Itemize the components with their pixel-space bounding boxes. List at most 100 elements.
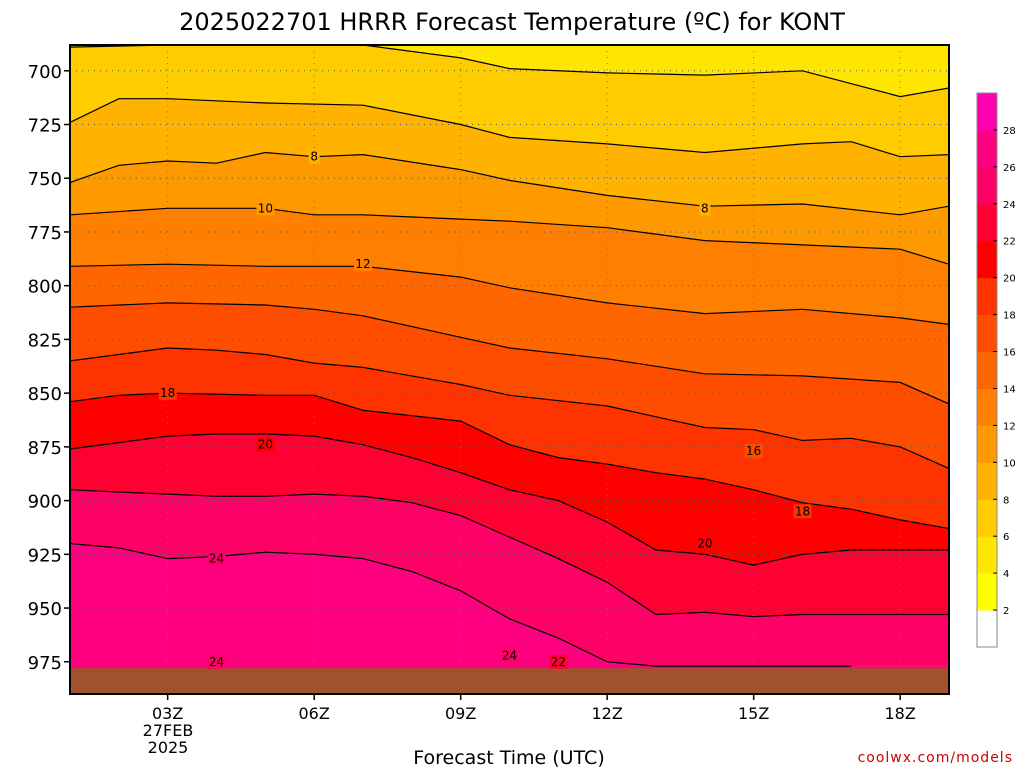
contour-label: 18 (160, 386, 175, 400)
y-tick-label: 700 (28, 62, 62, 83)
y-tick-label: 875 (28, 438, 62, 459)
contour-label-bg (354, 257, 372, 272)
contour-label: 20 (697, 537, 712, 551)
colorbar-swatch (977, 536, 997, 574)
isotherm-20C (70, 392, 949, 530)
isotherm-12C (70, 207, 949, 265)
colorbar-tick-label: 22 (1003, 237, 1016, 248)
contour-label-bg (256, 201, 275, 216)
y-tick-label: 950 (28, 599, 62, 620)
colorbar-swatch (977, 166, 997, 205)
ground-surface (70, 668, 949, 694)
isotherm-14C (70, 263, 949, 325)
contour-label: 8 (701, 201, 709, 215)
x-tick-label: 18Z (885, 704, 916, 723)
band-8-10C (70, 98, 949, 215)
contour-label: 20 (258, 438, 273, 452)
isotherm-lines (70, 45, 949, 667)
colorbar-swatch (977, 240, 997, 279)
contour-label: 16 (746, 444, 761, 458)
colorbar-swatch (977, 610, 997, 648)
contour-label-bg (308, 149, 320, 164)
colorbar-swatch (977, 351, 997, 389)
contour-label-bg (549, 654, 568, 669)
contour-label-bg (207, 551, 226, 566)
colorbar-swatch (977, 499, 997, 537)
y-tick-label: 850 (28, 384, 62, 405)
contour-label: 22 (551, 655, 566, 669)
temperature-bands (70, 45, 949, 694)
y-axis: 700 725 750 775 800 825 850 875 900 925 950 975 (28, 62, 70, 674)
contour-label: 12 (355, 257, 370, 271)
contour-labels: 8 8 10 12 18 20 16 18 20 24 24 24 22 (158, 149, 812, 669)
colorbar-tick-label: 14 (1003, 384, 1016, 395)
isotherm-22C (70, 433, 949, 566)
plot-area: 8 8 10 12 18 20 16 18 20 24 24 24 22 (70, 45, 949, 694)
colorbar-tick-label: 16 (1003, 348, 1016, 359)
colorbar-swatch (977, 314, 997, 353)
y-tick-label: 925 (28, 545, 62, 566)
x-tick-label: 06Z (299, 704, 330, 723)
colorbar-tick-label: 4 (1003, 569, 1009, 580)
y-tick-label: 825 (28, 330, 62, 351)
colorbar-tick-label: 26 (1003, 163, 1016, 174)
colorbar-swatch (977, 425, 997, 463)
colorbar-swatch (977, 277, 997, 316)
band-18-20C (70, 348, 949, 529)
colorbar-tick-label: 24 (1003, 200, 1016, 211)
x-date-label-line2: 2025 (148, 738, 189, 757)
colorbar-tick-label: 8 (1003, 495, 1009, 506)
x-tick-label: 12Z (592, 704, 623, 723)
contour-label-bg (256, 437, 275, 452)
x-tick-label: 09Z (445, 704, 476, 723)
y-tick-label: 725 (28, 116, 62, 137)
contour-label-bg (500, 648, 519, 663)
isotherm-10C (70, 151, 949, 216)
y-tick-label: 775 (28, 223, 62, 244)
y-tick-label: 975 (28, 653, 62, 674)
isotherm-6C (70, 45, 949, 98)
colorbar-tick-label: 28 (1003, 126, 1016, 137)
colorbar-swatch (977, 388, 997, 426)
x-tick-label: 15Z (738, 704, 769, 723)
x-axis: 03Z 06Z 09Z 12Z 15Z 18Z (152, 694, 916, 723)
isotherm-8C (70, 98, 949, 158)
band-14-16C (70, 264, 949, 404)
contour-label: 8 (310, 150, 318, 164)
x-axis-label: Forecast Time (UTC) (413, 747, 604, 768)
contour-label: 24 (209, 552, 224, 566)
contour-label-bg (793, 504, 812, 519)
contour-label-bg (207, 654, 226, 669)
colorbar-tick-label: 6 (1003, 532, 1009, 543)
colorbar-tick-label: 10 (1003, 458, 1016, 469)
contour-label: 24 (209, 655, 224, 669)
contour-label: 18 (795, 504, 810, 518)
band-22-24C (70, 434, 949, 617)
x-tick-label: 03Z (152, 704, 183, 723)
colorbar-swatch (977, 129, 997, 168)
colorbar-swatch (977, 462, 997, 500)
isotherm-24C (70, 489, 949, 618)
colorbar-tick-label: 12 (1003, 421, 1016, 432)
contour-label-bg (699, 201, 711, 216)
credit-text: coolwx.com/models (858, 750, 1013, 766)
band-20-22C (70, 393, 949, 566)
chart-title: 2025022701 HRRR Forecast Temperature (ºC… (179, 8, 845, 36)
colorbar-swatch (977, 203, 997, 242)
band-24-26C (70, 489, 949, 667)
contour-label-bg (158, 386, 177, 401)
contour-label: 10 (258, 201, 273, 215)
x-date-label-line1: 27FEB (143, 721, 194, 740)
y-tick-label: 900 (28, 492, 62, 513)
contour-label-bg (744, 444, 763, 459)
band-12-14C (70, 208, 949, 325)
colorbar-tick-label: 18 (1003, 311, 1016, 322)
y-tick-label: 750 (28, 169, 62, 190)
colorbar-frame (976, 92, 998, 648)
contour-label-bg (695, 536, 714, 551)
isotherm-18C (70, 347, 949, 469)
isotherm-16C (70, 302, 949, 405)
contour-label: 24 (502, 648, 517, 662)
